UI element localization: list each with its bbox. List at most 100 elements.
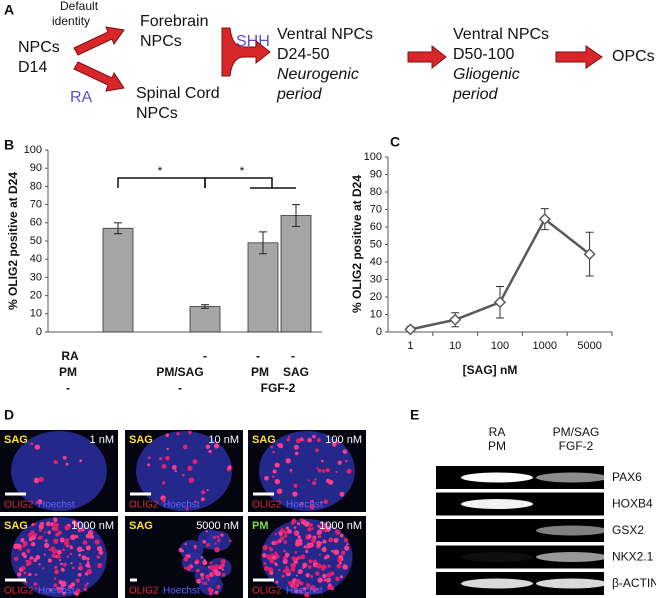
olig2-cell: [211, 573, 215, 577]
olig2-cell: [33, 582, 38, 586]
olig2-cell: [269, 571, 274, 576]
y-axis-label: % OLIG2 positive at D24: [6, 172, 20, 310]
olig2-cell: [295, 574, 298, 577]
olig2-cell: [63, 540, 70, 546]
olig2-cell: [187, 465, 193, 471]
olig2-cell: [316, 532, 319, 536]
panel-letter: A: [4, 2, 14, 18]
condition-label: RA: [61, 349, 79, 363]
olig2-cell: [26, 548, 31, 554]
olig2-cell: [59, 558, 62, 562]
olig2-cell: [333, 538, 339, 543]
olig2-cell: [263, 562, 267, 565]
olig2-cell: [325, 526, 331, 532]
olig2-cell: [76, 546, 83, 553]
olig2-cell: [70, 546, 73, 550]
olig2-cell: [28, 572, 32, 577]
treatment-label: SAG: [4, 434, 28, 446]
olig2-cell: [266, 554, 272, 560]
olig2-cell: [335, 470, 338, 474]
stain-label: OLIG2: [252, 586, 282, 597]
error-bar: [201, 304, 209, 309]
olig2-cell: [216, 535, 220, 539]
olig2-cell: [342, 564, 348, 570]
olig2-cell: [64, 524, 70, 531]
olig2-cell: [60, 567, 65, 572]
olig2-cell: [322, 573, 327, 579]
y-tick-label: 20: [370, 291, 382, 303]
olig2-cell: [183, 566, 187, 570]
olig2-cell: [316, 467, 319, 470]
olig2-cell: [171, 465, 177, 470]
x-tick-label: 10: [449, 340, 461, 352]
olig2-cell: [90, 535, 95, 539]
y-tick-label: 10: [30, 308, 42, 320]
olig2-cell: [62, 591, 66, 596]
olig2-cell: [48, 588, 53, 592]
condition-label: -: [291, 349, 295, 363]
olig2-cell: [200, 572, 205, 577]
bar: [247, 242, 279, 333]
olig2-cell: [205, 444, 211, 449]
olig2-cell: [308, 559, 313, 564]
edge-label: Default: [60, 0, 99, 13]
olig2-cell: [22, 545, 25, 548]
olig2-cell: [275, 563, 278, 567]
nuclei-cluster: [11, 431, 107, 511]
olig2-cell: [300, 554, 306, 560]
olig2-cell: [83, 587, 87, 592]
olig2-cell: [268, 546, 272, 550]
treatment-label: SAG: [129, 434, 153, 446]
stain-label: OLIG2: [4, 500, 34, 511]
olig2-cell: [53, 525, 59, 532]
olig2-cell: [209, 561, 213, 565]
olig2-cell: [70, 582, 76, 587]
gel-band: [536, 578, 608, 589]
olig2-cell: [98, 550, 104, 555]
olig2-cell: [17, 544, 22, 548]
condition-label: -: [66, 381, 70, 395]
olig2-cell: [298, 589, 303, 594]
olig2-cell: [34, 522, 37, 525]
significance-label: *: [240, 164, 245, 178]
olig2-cell: [56, 586, 60, 590]
olig2-cell: [21, 565, 26, 571]
olig2-cell: [337, 558, 342, 563]
olig2-cell: [346, 468, 352, 474]
olig2-cell: [78, 553, 82, 557]
olig2-cell: [81, 555, 87, 561]
olig2-cell: [30, 541, 36, 547]
node-label: D50-100: [453, 46, 514, 63]
arrow: [73, 61, 125, 92]
olig2-cell: [40, 521, 44, 526]
dose-label: 5000 nM: [196, 520, 239, 532]
olig2-cell: [48, 548, 52, 552]
node-label: Forebrain: [140, 13, 208, 30]
stain-label: Hoechst: [163, 500, 200, 511]
stain-label: Hoechst: [38, 500, 75, 511]
olig2-cell: [196, 568, 200, 573]
olig2-cell: [322, 539, 327, 544]
olig2-cell: [214, 571, 219, 576]
olig2-cell: [35, 587, 38, 590]
y-tick-label: 50: [30, 235, 42, 247]
olig2-cell: [185, 554, 188, 557]
olig2-cell: [284, 568, 291, 574]
olig2-cell: [307, 565, 312, 569]
micrograph: SAG 5000 nM OLIG2 Hoechst: [125, 516, 243, 598]
gel-band: [536, 472, 608, 483]
dose-label: 1000 nM: [319, 520, 362, 532]
olig2-cell: [97, 564, 102, 569]
olig2-cell: [321, 469, 326, 473]
olig2-cell: [147, 456, 151, 460]
edge-label: identity: [52, 14, 90, 28]
stain-label: Hoechst: [286, 586, 323, 597]
x-tick-label: 1000: [533, 340, 557, 352]
arrow: [407, 44, 447, 70]
olig2-cell: [84, 584, 88, 587]
olig2-cell: [307, 527, 312, 532]
olig2-cell: [194, 560, 199, 565]
y-tick-label: 90: [30, 162, 42, 174]
flow-diagram: NPCs D14 Default identity RA Forebrain N…: [18, 0, 655, 122]
treatment-label: SAG: [4, 520, 28, 532]
